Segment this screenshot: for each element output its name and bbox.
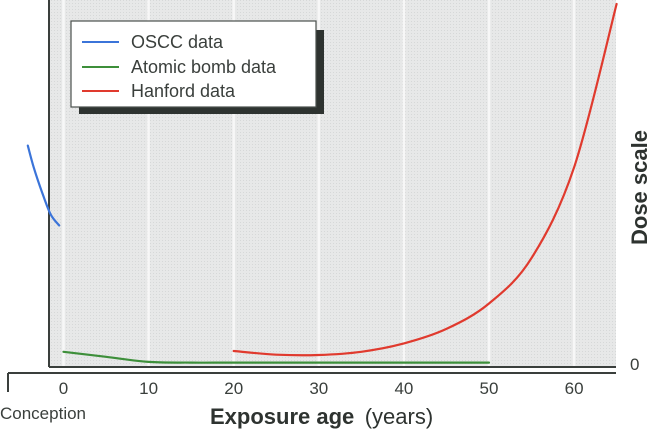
series-line-atomic-bomb-data	[62, 350, 491, 364]
x-tick-label: 30	[309, 379, 328, 398]
conception-label: Conception	[0, 404, 86, 423]
x-axis-title-main: Exposure age	[210, 404, 354, 429]
legend-label-atomic-bomb: Atomic bomb data	[131, 57, 277, 77]
x-tick-label: 0	[59, 379, 68, 398]
y-zero-label: 0	[630, 355, 639, 374]
x-axis-title: Exposure age (years)	[210, 404, 433, 429]
legend: OSCC data Atomic bomb data Hanford data	[70, 20, 324, 114]
y-axis-title: Dose scale	[627, 130, 649, 245]
series-line-oscc-data	[26, 144, 61, 227]
x-tick-label: 40	[394, 379, 413, 398]
legend-label-hanford: Hanford data	[131, 81, 236, 101]
legend-box	[70, 20, 317, 108]
legend-label-oscc: OSCC data	[131, 32, 224, 52]
x-tick-label: 20	[224, 379, 243, 398]
series-line-hanford-data	[232, 2, 618, 357]
x-tick-label: 10	[139, 379, 158, 398]
x-tick-label: 60	[565, 379, 584, 398]
x-axis-title-unit: (years)	[365, 404, 433, 429]
x-tick-label: 50	[480, 379, 499, 398]
series-layer	[26, 2, 618, 364]
x-tick-labels: 0 10 20 30 40 50 60	[59, 379, 584, 398]
